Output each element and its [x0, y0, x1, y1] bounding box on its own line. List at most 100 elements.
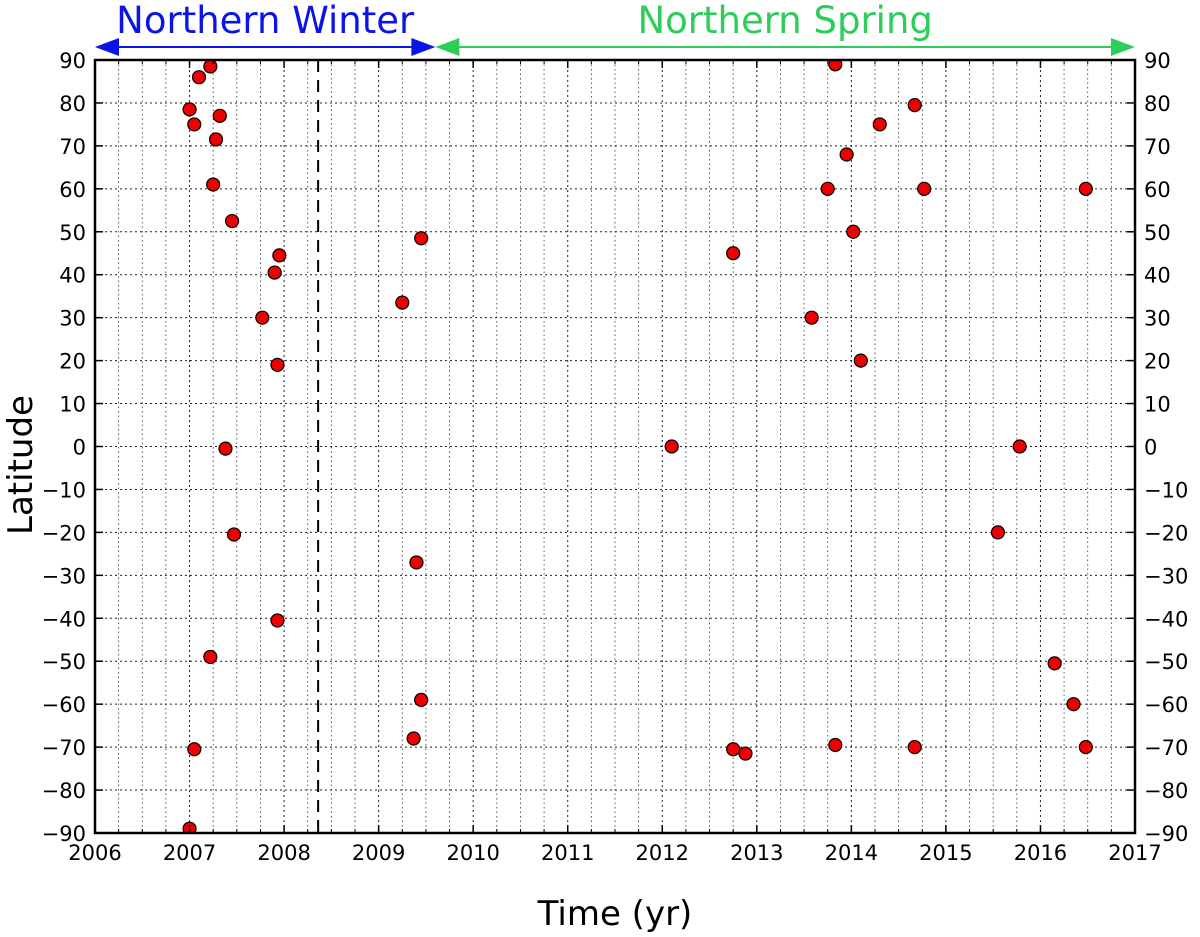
y-tick-label: −40 — [42, 607, 86, 631]
data-point — [828, 737, 843, 753]
arrow-left-icon — [95, 38, 119, 56]
data-point — [1066, 697, 1081, 712]
data-point — [804, 310, 819, 325]
y-tick-label: 40 — [59, 264, 86, 288]
data-point — [224, 213, 240, 229]
y-tick-label: −20 — [42, 521, 86, 545]
data-point — [1078, 181, 1093, 196]
x-tick-label: 2009 — [352, 841, 405, 865]
y-tick-label: 80 — [59, 92, 86, 116]
data-point — [1012, 439, 1027, 454]
season-annotations: Northern Winter Northern Spring — [95, 0, 1135, 56]
y-tick-label-right: −30 — [1144, 564, 1188, 588]
arrow-right-icon — [1111, 38, 1135, 56]
data-point — [414, 231, 429, 246]
data-point — [726, 742, 741, 757]
x-tick-label: 2016 — [1014, 841, 1067, 865]
data-points — [182, 60, 1093, 833]
x-tick-label: 2008 — [257, 841, 310, 865]
y-tick-label: −70 — [42, 736, 86, 760]
y-tick-label-right: 60 — [1144, 178, 1171, 202]
data-point — [203, 649, 218, 665]
data-point — [226, 527, 242, 542]
y-tick-label-right: 90 — [1144, 49, 1171, 73]
data-point — [191, 70, 207, 85]
data-point — [409, 555, 424, 570]
y-tick-label: −30 — [42, 564, 86, 588]
data-point — [820, 181, 835, 196]
data-point — [907, 97, 922, 113]
y-tick-label: −60 — [42, 693, 86, 717]
data-point — [664, 439, 679, 454]
y-tick-label: 90 — [59, 49, 86, 73]
data-point — [206, 177, 221, 192]
data-point — [917, 181, 932, 196]
y-tick-label: 10 — [59, 393, 86, 417]
data-point — [738, 746, 753, 761]
x-tick-label: 2017 — [1108, 841, 1161, 865]
y-tick-label-right: −10 — [1144, 478, 1188, 502]
y-tick-labels-right: 90 80 70 60 50 40 30 20 10 0 −10 −20 −30 −40 −50 −60 −70… — [1144, 49, 1188, 846]
data-point — [726, 246, 741, 261]
y-tick-label: −50 — [42, 650, 86, 674]
data-point — [255, 310, 270, 325]
data-point — [187, 742, 202, 757]
data-point — [1078, 740, 1093, 755]
y-tick-label-right: 20 — [1144, 350, 1171, 374]
data-point — [187, 117, 202, 132]
data-point — [270, 357, 285, 373]
y-tick-label: −10 — [42, 478, 86, 502]
data-point — [414, 692, 429, 707]
x-tick-label: 2010 — [446, 841, 499, 865]
season-annotation: Northern Winter — [95, 0, 436, 56]
y-tick-label-right: 10 — [1144, 393, 1171, 417]
y-tick-label-right: −40 — [1144, 607, 1188, 631]
y-tick-label-right: 50 — [1144, 221, 1171, 245]
data-point — [182, 102, 197, 117]
y-tick-label-right: 70 — [1144, 135, 1171, 159]
x-tick-label: 2006 — [68, 841, 121, 865]
data-point — [828, 60, 843, 72]
y-tick-label-right: 80 — [1144, 92, 1171, 116]
y-tick-labels-left: 90 80 70 60 50 40 30 20 10 0 −10 −20 −30 −40 −50 −60 −70… — [42, 49, 86, 846]
data-point — [267, 265, 282, 280]
data-point — [1047, 656, 1062, 671]
data-point — [839, 147, 854, 162]
data-point — [846, 224, 861, 239]
x-tick-label: 2007 — [163, 841, 216, 865]
x-tick-label: 2012 — [636, 841, 689, 865]
axis-ticks — [94, 59, 1136, 834]
data-point — [208, 132, 224, 147]
y-tick-label: −90 — [42, 822, 86, 846]
y-tick-label: −80 — [42, 779, 86, 803]
data-point — [212, 108, 227, 123]
data-point — [395, 295, 410, 310]
data-point — [272, 248, 287, 263]
data-point — [907, 740, 922, 755]
y-tick-label: 30 — [59, 307, 86, 331]
season-label: Northern Spring — [637, 0, 932, 42]
y-tick-label-right: 0 — [1144, 436, 1157, 460]
x-tick-label: 2014 — [825, 841, 878, 865]
data-point — [270, 613, 285, 628]
y-tick-label: 20 — [59, 350, 86, 374]
y-tick-label: 60 — [59, 178, 86, 202]
x-tick-labels: 2006 2007 2008 2009 2010 2011 2012 2013 2014 2015… — [68, 841, 1161, 865]
grid-lines — [95, 60, 1135, 833]
y-tick-label-right: 30 — [1144, 307, 1171, 331]
y-tick-label-right: −20 — [1144, 521, 1188, 545]
x-tick-label: 2013 — [730, 841, 783, 865]
y-tick-label-right: −60 — [1144, 693, 1188, 717]
season-label: Northern Winter — [116, 0, 415, 42]
data-point — [853, 353, 868, 368]
data-point — [406, 731, 421, 746]
y-tick-label-right: −70 — [1144, 736, 1188, 760]
x-axis-title: Time (yr) — [537, 894, 693, 934]
data-point — [203, 60, 218, 74]
x-tick-label: 2011 — [541, 841, 594, 865]
y-axis-title: Latitude — [1, 395, 41, 535]
arrow-left-icon — [435, 38, 460, 56]
y-tick-label-right: −80 — [1144, 779, 1188, 803]
data-point — [218, 441, 233, 456]
